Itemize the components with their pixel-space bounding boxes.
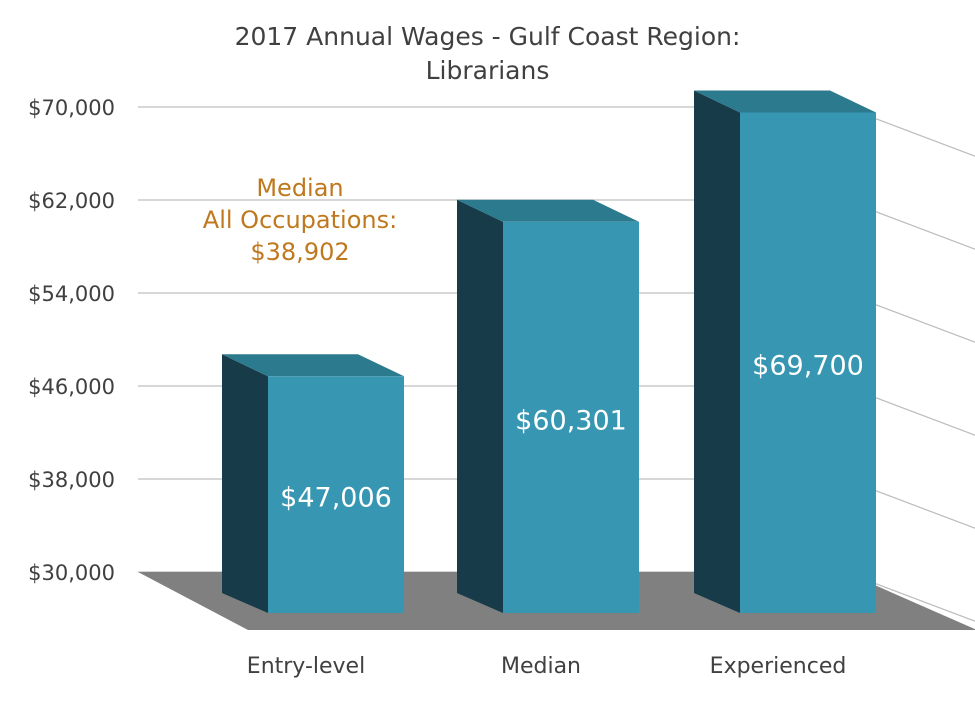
bar [268, 376, 404, 613]
bar [503, 221, 639, 614]
y-tick-label: $30,000 [28, 561, 115, 585]
bar-top [222, 354, 404, 377]
bar-value-label: $60,301 [515, 405, 627, 436]
median-annotation-value: $38,902 [250, 238, 350, 266]
x-category-label: Entry-level [247, 654, 365, 679]
bar-value-label: $47,006 [280, 483, 392, 514]
y-tick-label: $70,000 [28, 96, 115, 120]
x-category-label: Experienced [710, 654, 847, 679]
chart-title-line-1: 2017 Annual Wages - Gulf Coast Region: [234, 22, 741, 51]
bar-top [457, 199, 639, 222]
y-tick-label: $62,000 [28, 189, 115, 213]
bar [740, 112, 876, 614]
median-annotation-line-2: All Occupations: [202, 206, 398, 234]
median-annotation-line-1: Median [256, 174, 344, 202]
y-tick-label: $54,000 [28, 282, 115, 306]
y-tick-label: $38,000 [28, 468, 115, 492]
bar-top [694, 90, 876, 113]
bar-side [222, 354, 268, 613]
bar-side [694, 90, 740, 614]
bar-side [457, 199, 503, 614]
y-tick-label: $46,000 [28, 375, 115, 399]
bar-value-label: $69,700 [752, 351, 864, 382]
chart-title-line-2: Librarians [425, 56, 550, 85]
x-category-label: Median [501, 654, 581, 679]
